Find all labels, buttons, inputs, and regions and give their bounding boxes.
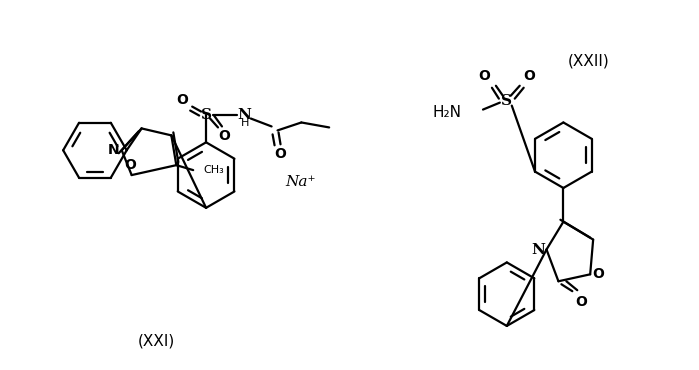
Text: O: O: [524, 69, 535, 83]
Text: O: O: [575, 295, 587, 309]
Text: H₂N: H₂N: [432, 105, 461, 120]
Text: O: O: [124, 158, 136, 172]
Text: S: S: [201, 108, 212, 121]
Text: Na⁺: Na⁺: [285, 175, 316, 189]
Text: N: N: [237, 108, 251, 121]
Text: N: N: [532, 242, 545, 256]
Text: (XXII): (XXII): [568, 53, 609, 68]
Text: N: N: [108, 143, 120, 157]
Text: S: S: [501, 94, 512, 108]
Text: H: H: [240, 118, 249, 128]
Text: (XXI): (XXI): [138, 333, 175, 348]
Text: O: O: [592, 267, 604, 281]
Text: O: O: [275, 147, 287, 161]
Text: O: O: [218, 130, 230, 143]
Text: O: O: [478, 69, 490, 83]
Text: CH₃: CH₃: [203, 165, 224, 175]
Text: O: O: [176, 92, 188, 107]
